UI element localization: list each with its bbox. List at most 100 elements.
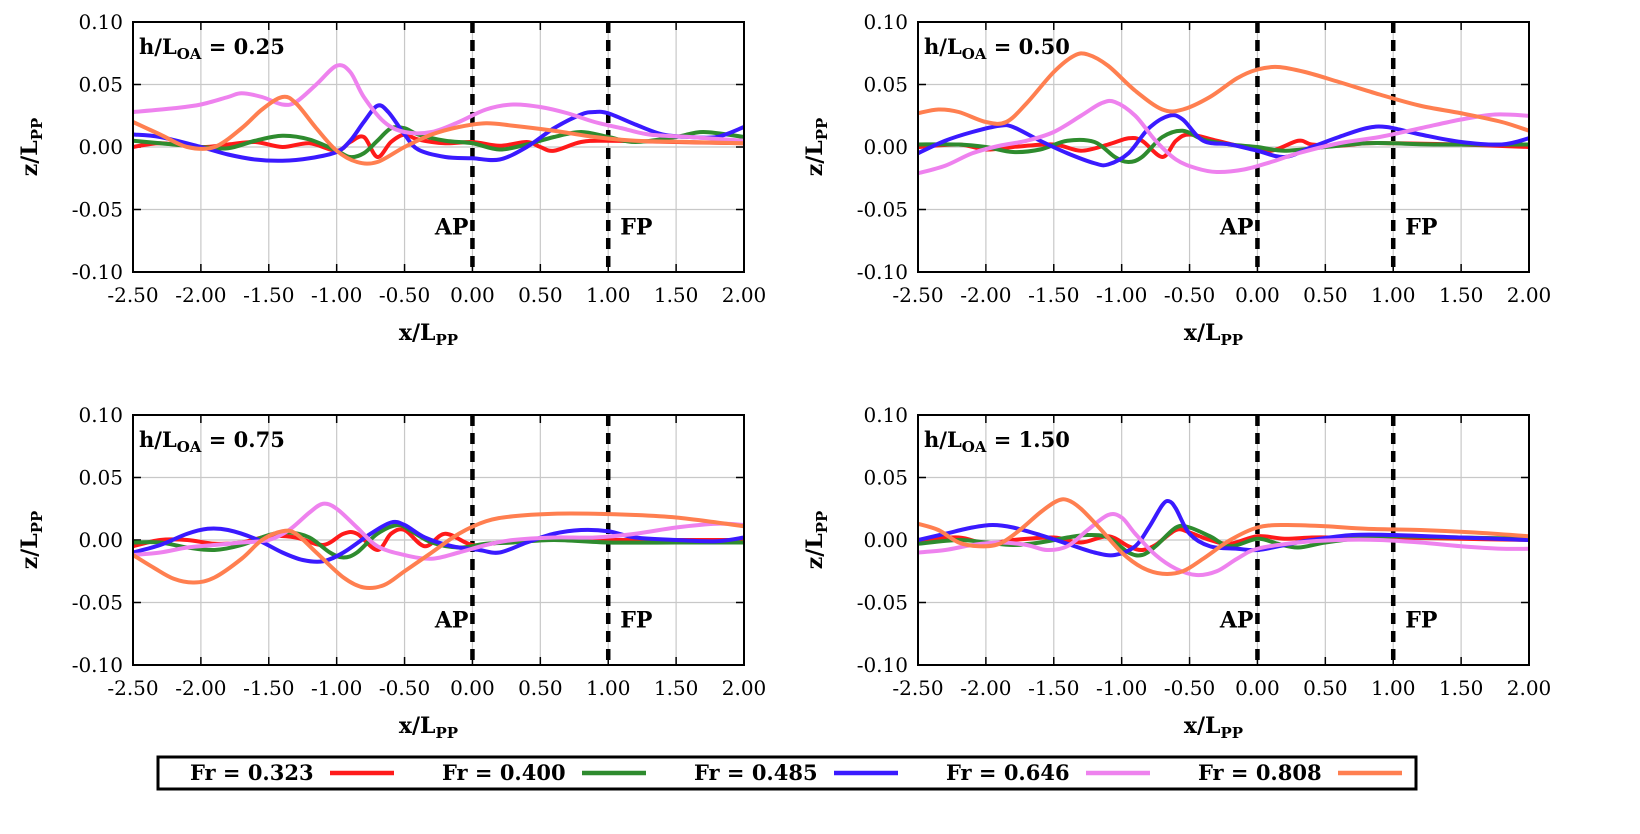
y-tick-label: 0.00 (863, 135, 908, 159)
series-group (133, 63, 744, 166)
x-tick-label: 0.00 (450, 676, 495, 700)
y-axis-label-group: z/LPP (802, 511, 831, 570)
x-tick-label: -0.50 (379, 676, 430, 700)
y-axis-label-group: z/LPP (802, 118, 831, 177)
x-tick-label: 1.00 (1371, 676, 1416, 700)
y-tick-label: 0.05 (78, 466, 123, 490)
y-tick-label: 0.05 (863, 73, 908, 97)
y-axis-label-group: z/LPP (17, 511, 46, 570)
y-axis-label: z/LPP (17, 118, 46, 177)
x-tick-label: 0.00 (1235, 283, 1280, 307)
legend-label-3: Fr = 0.485 (694, 760, 818, 785)
x-tick-label: 0.50 (1303, 676, 1348, 700)
x-tick-label: -1.00 (1096, 676, 1147, 700)
x-tick-label: 2.00 (1507, 283, 1552, 307)
y-tick-label: 0.00 (78, 135, 123, 159)
series-line-3 (918, 113, 1529, 168)
y-tick-label: 0.10 (863, 10, 908, 34)
x-tick-label: -2.00 (960, 283, 1011, 307)
x-tick-label: -2.50 (892, 283, 943, 307)
marker-label-ap: AP (434, 215, 469, 241)
series-line-5 (918, 497, 1529, 576)
plot-frame (132, 414, 745, 666)
y-axis-label: z/LPP (802, 511, 831, 570)
x-tick-label: 2.00 (1507, 676, 1552, 700)
y-tick-label: 0.10 (78, 10, 123, 34)
x-tick-label: -1.00 (1096, 283, 1147, 307)
y-tick-label: -0.10 (857, 653, 908, 677)
plot-frame (132, 21, 745, 273)
x-tick-label: 1.00 (586, 283, 631, 307)
panel-2: -2.50 -2.00 -1.50 -1.00 -0.50 0.00 0.50 1.00 1.5… (802, 10, 1551, 349)
marker-label-fp: FP (1405, 608, 1437, 634)
x-tick-label: 0.00 (450, 283, 495, 307)
x-tick-label: 0.50 (1303, 283, 1348, 307)
x-tick-label: 1.50 (1439, 283, 1484, 307)
y-tick-label: -0.10 (72, 260, 123, 284)
plot-frame (917, 21, 1530, 273)
y-tick-label: 0.00 (78, 528, 123, 552)
x-tick-label: -1.50 (243, 676, 294, 700)
x-axis-label: x/LPP (399, 320, 458, 349)
marker-label-fp: FP (620, 608, 652, 634)
x-tick-label: -2.00 (175, 283, 226, 307)
panel-label: h/LOA = 0.75 (139, 427, 285, 456)
y-tick-label: 0.00 (863, 528, 908, 552)
marker-label-fp: FP (620, 215, 652, 241)
x-tick-label: -2.50 (107, 676, 158, 700)
legend-label-4: Fr = 0.646 (946, 760, 1070, 785)
x-tick-label: -1.00 (311, 283, 362, 307)
y-tick-label: -0.05 (72, 198, 123, 222)
x-axis-label: x/LPP (1184, 713, 1243, 742)
x-tick-label: -1.50 (1028, 283, 1079, 307)
panel-4: -2.50 -2.00 -1.50 -1.00 -0.50 0.00 0.50 1.00 1.5… (802, 403, 1551, 742)
y-axis-label: z/LPP (802, 118, 831, 177)
x-tick-label: 0.50 (518, 283, 563, 307)
x-tick-label: 2.00 (722, 283, 767, 307)
y-tick-label: 0.10 (863, 403, 908, 427)
x-tick-label: -0.50 (1164, 676, 1215, 700)
legend-label-5: Fr = 0.808 (1198, 760, 1322, 785)
x-tick-label: 1.50 (1439, 676, 1484, 700)
x-tick-label: -2.50 (892, 676, 943, 700)
x-axis-label: x/LPP (1184, 320, 1243, 349)
y-tick-label: 0.10 (78, 403, 123, 427)
series-group (133, 501, 744, 591)
panel-label: h/LOA = 0.25 (139, 34, 285, 63)
series-line-4 (133, 63, 744, 143)
series-line-3 (133, 519, 744, 564)
x-axis-label: x/LPP (399, 713, 458, 742)
y-tick-label: 0.05 (863, 466, 908, 490)
x-tick-label: 1.00 (586, 676, 631, 700)
series-line-5 (133, 511, 744, 591)
series-line-3 (133, 103, 744, 163)
series-line-5 (133, 94, 744, 166)
x-tick-label: -1.50 (1028, 676, 1079, 700)
x-tick-label: -1.50 (243, 283, 294, 307)
y-tick-label: -0.05 (857, 591, 908, 615)
marker-label-ap: AP (1219, 215, 1254, 241)
marker-label-ap: AP (1219, 608, 1254, 634)
series-line-2 (918, 128, 1529, 164)
x-tick-label: -2.00 (175, 676, 226, 700)
series-line-3 (918, 498, 1529, 558)
x-tick-label: 1.00 (1371, 283, 1416, 307)
x-tick-label: 0.50 (518, 676, 563, 700)
x-tick-label: -0.50 (1164, 283, 1215, 307)
legend-label-1: Fr = 0.323 (190, 760, 314, 785)
series-group (918, 51, 1529, 176)
y-axis-label-group: z/LPP (17, 118, 46, 177)
y-tick-label: -0.10 (857, 260, 908, 284)
y-tick-label: -0.10 (72, 653, 123, 677)
legend: Fr = 0.323 Fr = 0.400 Fr = 0.485 Fr = 0.646… (156, 755, 1418, 791)
series-group (918, 497, 1529, 578)
x-tick-label: 1.50 (654, 676, 699, 700)
y-axis-label: z/LPP (17, 511, 46, 570)
x-tick-label: -1.00 (311, 676, 362, 700)
x-tick-label: -2.50 (107, 283, 158, 307)
panel-label: h/LOA = 0.50 (924, 34, 1070, 63)
panel-3: -2.50 -2.00 -1.50 -1.00 -0.50 0.00 0.50 1.00 1.5… (17, 403, 766, 742)
x-tick-label: -2.00 (960, 676, 1011, 700)
x-tick-label: 2.00 (722, 676, 767, 700)
